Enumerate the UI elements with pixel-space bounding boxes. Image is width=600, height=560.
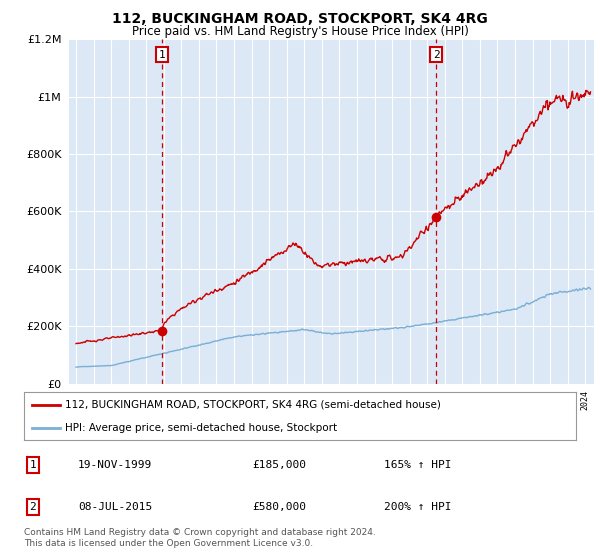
- Text: HPI: Average price, semi-detached house, Stockport: HPI: Average price, semi-detached house,…: [65, 423, 338, 433]
- Text: 1: 1: [29, 460, 37, 470]
- Text: £185,000: £185,000: [252, 460, 306, 470]
- Text: 1: 1: [158, 49, 165, 59]
- Text: Contains HM Land Registry data © Crown copyright and database right 2024.
This d: Contains HM Land Registry data © Crown c…: [24, 528, 376, 548]
- Text: 19-NOV-1999: 19-NOV-1999: [78, 460, 152, 470]
- Text: 2: 2: [29, 502, 37, 512]
- Text: 2: 2: [433, 49, 440, 59]
- Text: 112, BUCKINGHAM ROAD, STOCKPORT, SK4 4RG: 112, BUCKINGHAM ROAD, STOCKPORT, SK4 4RG: [112, 12, 488, 26]
- Text: 200% ↑ HPI: 200% ↑ HPI: [384, 502, 452, 512]
- Text: £580,000: £580,000: [252, 502, 306, 512]
- Text: 165% ↑ HPI: 165% ↑ HPI: [384, 460, 452, 470]
- Text: Price paid vs. HM Land Registry's House Price Index (HPI): Price paid vs. HM Land Registry's House …: [131, 25, 469, 38]
- Text: 112, BUCKINGHAM ROAD, STOCKPORT, SK4 4RG (semi-detached house): 112, BUCKINGHAM ROAD, STOCKPORT, SK4 4RG…: [65, 400, 441, 410]
- Text: 08-JUL-2015: 08-JUL-2015: [78, 502, 152, 512]
